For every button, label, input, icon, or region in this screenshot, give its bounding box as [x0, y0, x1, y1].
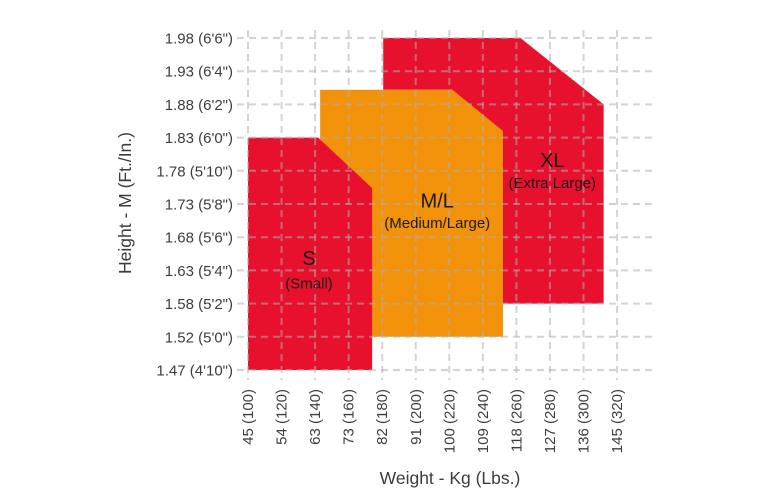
- y-tick-label: 1.47 (4'10"): [156, 363, 233, 380]
- y-axis-title: Height - M (Ft./In.): [115, 132, 135, 274]
- y-tick-label: 1.73 (5'8"): [165, 197, 233, 214]
- region-labels-layer: XL (Extra Large) M/L (Medium/Large) S (Small): [285, 150, 596, 293]
- size-region-s: [248, 137, 373, 370]
- x-tick-label: 145 (320): [609, 389, 626, 453]
- region-label-xl: XL: [540, 150, 564, 172]
- x-tick-label: 100 (220): [441, 389, 458, 453]
- y-tick-label: 1.98 (6'6"): [165, 31, 233, 48]
- x-tick-label: 45 (100): [240, 389, 257, 445]
- region-label-ml: M/L: [421, 191, 454, 213]
- y-tick-label: 1.58 (5'2"): [165, 296, 233, 313]
- y-tick-label: 1.88 (6'2"): [165, 97, 233, 114]
- x-tick-label: 54 (120): [274, 389, 291, 445]
- x-tick-label: 118 (260): [508, 389, 525, 452]
- region-label-s: S: [302, 248, 315, 270]
- y-tick-label: 1.63 (5'4"): [165, 263, 233, 280]
- x-tick-label: 136 (300): [576, 389, 593, 453]
- region-sublabel-xl: (Extra Large): [509, 175, 597, 192]
- x-tick-label: 109 (240): [475, 389, 492, 453]
- x-tick-label: 63 (140): [307, 389, 324, 445]
- tick-labels-layer: 1.98 (6'6") 1.93 (6'4") 1.88 (6'2") 1.83 (6…: [156, 31, 626, 454]
- x-tick-label: 82 (180): [374, 389, 391, 445]
- x-axis-title: Weight - Kg (Lbs.): [380, 468, 521, 488]
- y-tick-label: 1.83 (6'0"): [165, 130, 233, 147]
- y-tick-label: 1.78 (5'10"): [156, 163, 233, 180]
- y-tick-label: 1.93 (6'4"): [165, 64, 233, 81]
- x-tick-label: 73 (160): [341, 389, 358, 445]
- y-tick-label: 1.68 (5'6"): [165, 230, 233, 247]
- x-tick-label: 127 (280): [542, 389, 559, 453]
- y-tick-label: 1.52 (5'0"): [165, 329, 233, 346]
- region-sublabel-ml: (Medium/Large): [384, 215, 490, 232]
- x-tick-label: 91 (200): [408, 389, 425, 445]
- region-sublabel-s: (Small): [285, 276, 333, 293]
- gridlines-layer: [237, 30, 652, 380]
